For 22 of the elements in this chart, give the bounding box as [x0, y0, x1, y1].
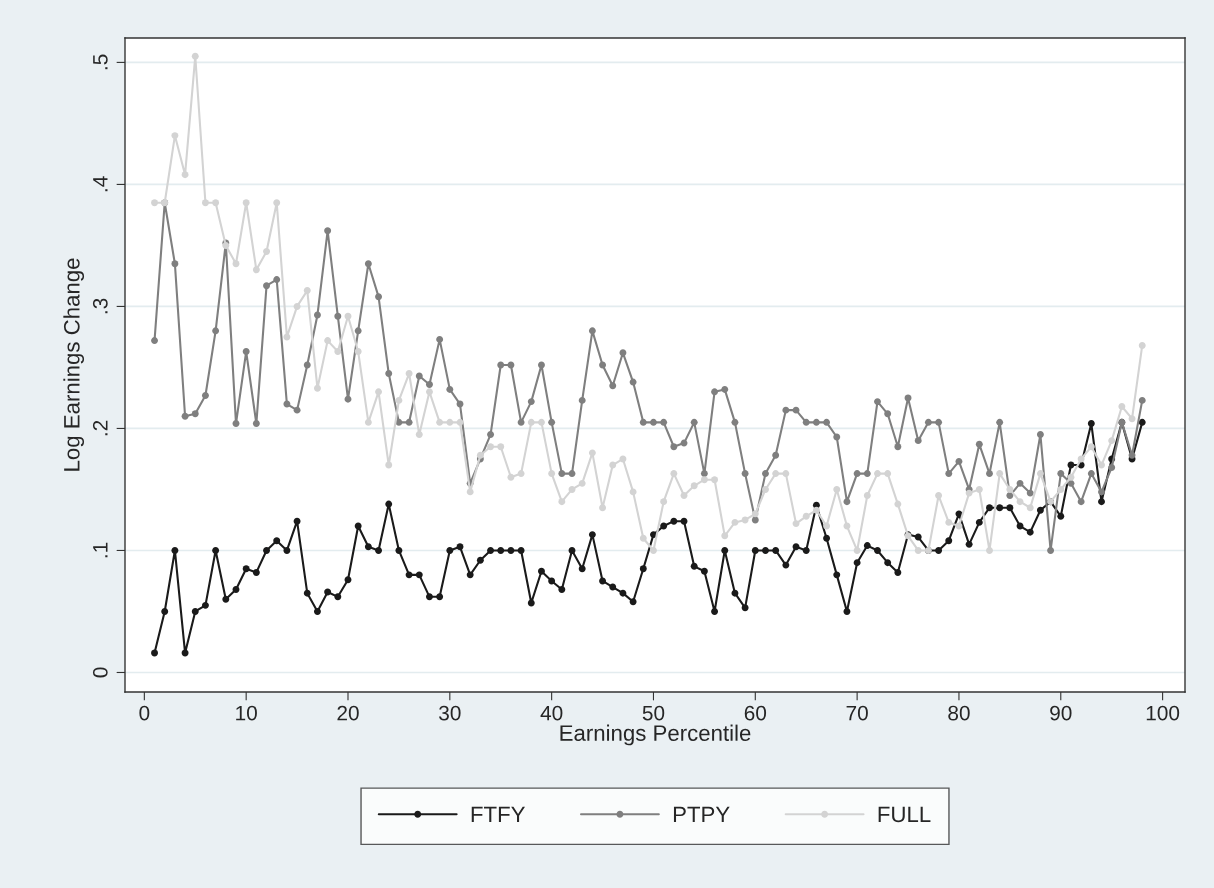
x-tick-label: 80 [948, 705, 970, 721]
legend-label: FULL [878, 806, 931, 823]
x-tick-label: 100 [1146, 705, 1180, 721]
legend-label: PTPY [673, 806, 730, 823]
x-tick-label: 30 [439, 705, 461, 721]
x-tick-label: 40 [540, 705, 563, 721]
x-tick-label: 60 [744, 705, 767, 721]
y-tick-label: .2 [92, 420, 108, 436]
x-tick-label: 50 [642, 705, 665, 721]
x-tick-label: 20 [337, 705, 359, 721]
legend-label: FTFY [471, 806, 525, 823]
y-tick-label: 0 [92, 667, 108, 678]
x-tick-label: 90 [1050, 705, 1072, 721]
y-tick-label: .4 [93, 176, 108, 192]
y-tick-label: .3 [92, 298, 108, 314]
x-axis-title: Earnings Percentile [560, 724, 751, 746]
y-tick-label: .5 [93, 54, 108, 70]
x-tick-label: 10 [236, 705, 257, 721]
x-tick-label: 0 [139, 705, 150, 721]
x-tick-label: 70 [846, 705, 868, 721]
y-axis-title: Log Earnings Change [63, 258, 85, 471]
y-tick-label: .1 [93, 542, 108, 558]
